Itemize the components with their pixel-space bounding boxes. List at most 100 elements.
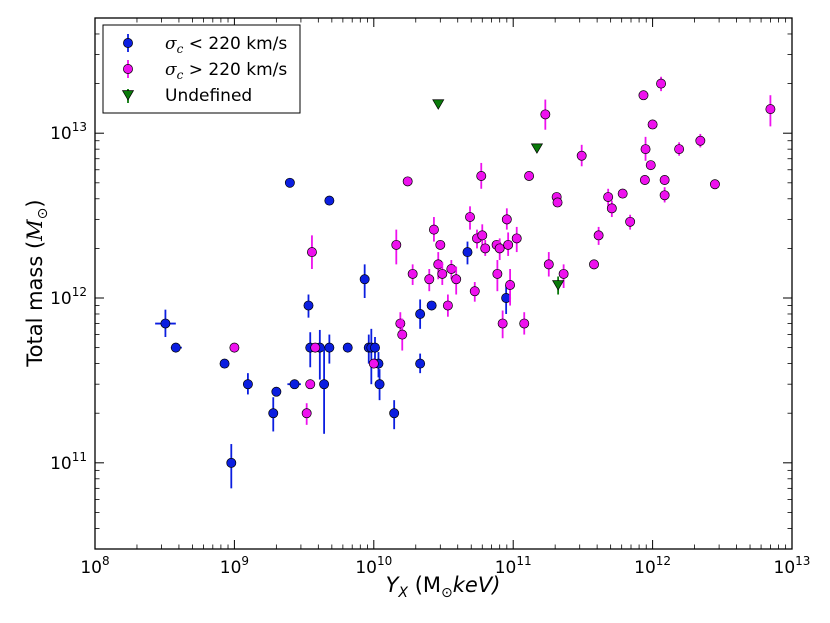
blue-point-15: [342, 342, 353, 353]
legend-label-blue: σc < 220 km/s: [165, 34, 287, 56]
green-point-2: [552, 276, 565, 295]
magenta-point-32: [511, 226, 522, 253]
magenta-marker-52: [656, 78, 667, 89]
magenta-point-31: [505, 268, 516, 306]
blue-marker-5: [268, 408, 279, 419]
legend-marker-magenta: [123, 64, 133, 74]
blue-point-3: [226, 444, 237, 489]
magenta-point-46: [625, 214, 636, 230]
magenta-point-45: [617, 188, 628, 199]
magenta-marker-23: [477, 230, 488, 241]
magenta-point-27: [494, 238, 505, 261]
magenta-marker-9: [402, 176, 413, 187]
magenta-marker-35: [540, 109, 551, 120]
legend-box: [102, 24, 301, 114]
magenta-point-28: [497, 310, 508, 339]
y-tick-label-2: 1013: [50, 120, 87, 144]
magenta-point-53: [659, 175, 670, 185]
magenta-marker-58: [765, 104, 776, 115]
blue-marker-21: [374, 379, 385, 390]
magenta-marker-22: [476, 171, 487, 181]
legend: σc < 220 km/s σc > 220 km/s Undefined: [102, 24, 301, 114]
magenta-marker-50: [645, 160, 656, 171]
blue-point-16: [359, 264, 370, 299]
blue-marker-16: [359, 274, 370, 285]
plot-frame: [94, 17, 793, 550]
magenta-point-24: [480, 239, 491, 256]
blue-marker-23: [415, 309, 426, 319]
magenta-point-40: [576, 144, 587, 167]
blue-point-26: [462, 241, 473, 265]
y-tick-label-1: 1012: [50, 285, 87, 309]
magenta-marker-1: [301, 408, 312, 419]
magenta-marker-15: [437, 268, 448, 279]
blue-point-2: [219, 358, 230, 369]
magenta-marker-56: [695, 135, 706, 146]
blue-point-25: [426, 300, 437, 311]
magenta-point-51: [647, 119, 658, 130]
magenta-point-39: [558, 264, 569, 289]
magenta-point-36: [543, 252, 554, 277]
magenta-point-55: [674, 142, 685, 156]
blue-point-23: [415, 299, 426, 329]
plot-marks: [155, 76, 776, 489]
magenta-marker-53: [659, 175, 670, 185]
magenta-marker-24: [480, 243, 491, 254]
legend-label-magenta: σc > 220 km/s: [165, 60, 287, 82]
x-tick-label-4: 1012: [634, 554, 671, 578]
magenta-point-48: [640, 136, 651, 161]
blue-marker-15: [342, 342, 353, 353]
magenta-point-41: [589, 259, 599, 270]
magenta-marker-19: [465, 212, 475, 222]
blue-marker-14: [324, 342, 335, 353]
magenta-marker-51: [647, 119, 658, 130]
magenta-marker-57: [709, 179, 720, 190]
blue-point-4: [242, 373, 253, 395]
magenta-marker-28: [497, 318, 508, 329]
magenta-marker-0: [229, 342, 240, 353]
blue-point-7: [284, 177, 295, 188]
green-marker-1: [530, 143, 544, 154]
magenta-point-1: [301, 403, 312, 425]
blue-marker-9: [303, 300, 314, 311]
magenta-marker-5: [368, 358, 379, 369]
x-tick-label-5: 1013: [774, 554, 811, 578]
magenta-point-0: [229, 342, 240, 353]
magenta-marker-34: [524, 171, 535, 181]
magenta-point-8: [397, 318, 408, 351]
magenta-point-57: [709, 179, 720, 190]
blue-marker-7: [284, 177, 295, 188]
magenta-marker-2: [305, 379, 316, 390]
magenta-point-16: [442, 294, 453, 317]
magenta-marker-40: [576, 150, 587, 161]
magenta-marker-3: [306, 247, 317, 258]
x-tick-label-0: 108: [80, 554, 109, 578]
blue-marker-4: [242, 379, 253, 390]
green-marker-2: [552, 280, 565, 291]
magenta-marker-29: [501, 214, 512, 225]
magenta-point-44: [606, 200, 617, 218]
magenta-point-26: [492, 260, 503, 292]
legend-label-green: Undefined: [165, 86, 252, 106]
magenta-marker-14: [435, 239, 446, 250]
blue-marker-2: [219, 358, 230, 369]
magenta-point-11: [424, 268, 435, 292]
magenta-marker-47: [638, 90, 649, 101]
magenta-point-15: [437, 262, 448, 285]
magenta-marker-46: [625, 216, 636, 227]
green-point-0: [432, 99, 445, 110]
blue-marker-8: [289, 379, 300, 390]
magenta-marker-7: [395, 318, 406, 329]
x-tick-label-3: 1011: [495, 554, 532, 578]
blue-point-1: [170, 342, 182, 353]
magenta-marker-48: [640, 144, 651, 155]
magenta-marker-36: [543, 259, 554, 270]
blue-marker-1: [170, 342, 181, 353]
green-marker-0: [432, 99, 445, 110]
magenta-point-47: [638, 90, 649, 101]
legend-entry-magenta: σc > 220 km/s: [123, 60, 287, 82]
blue-point-13: [324, 195, 335, 206]
magenta-marker-18: [451, 274, 462, 285]
blue-point-24: [415, 353, 426, 374]
magenta-point-35: [540, 99, 551, 130]
